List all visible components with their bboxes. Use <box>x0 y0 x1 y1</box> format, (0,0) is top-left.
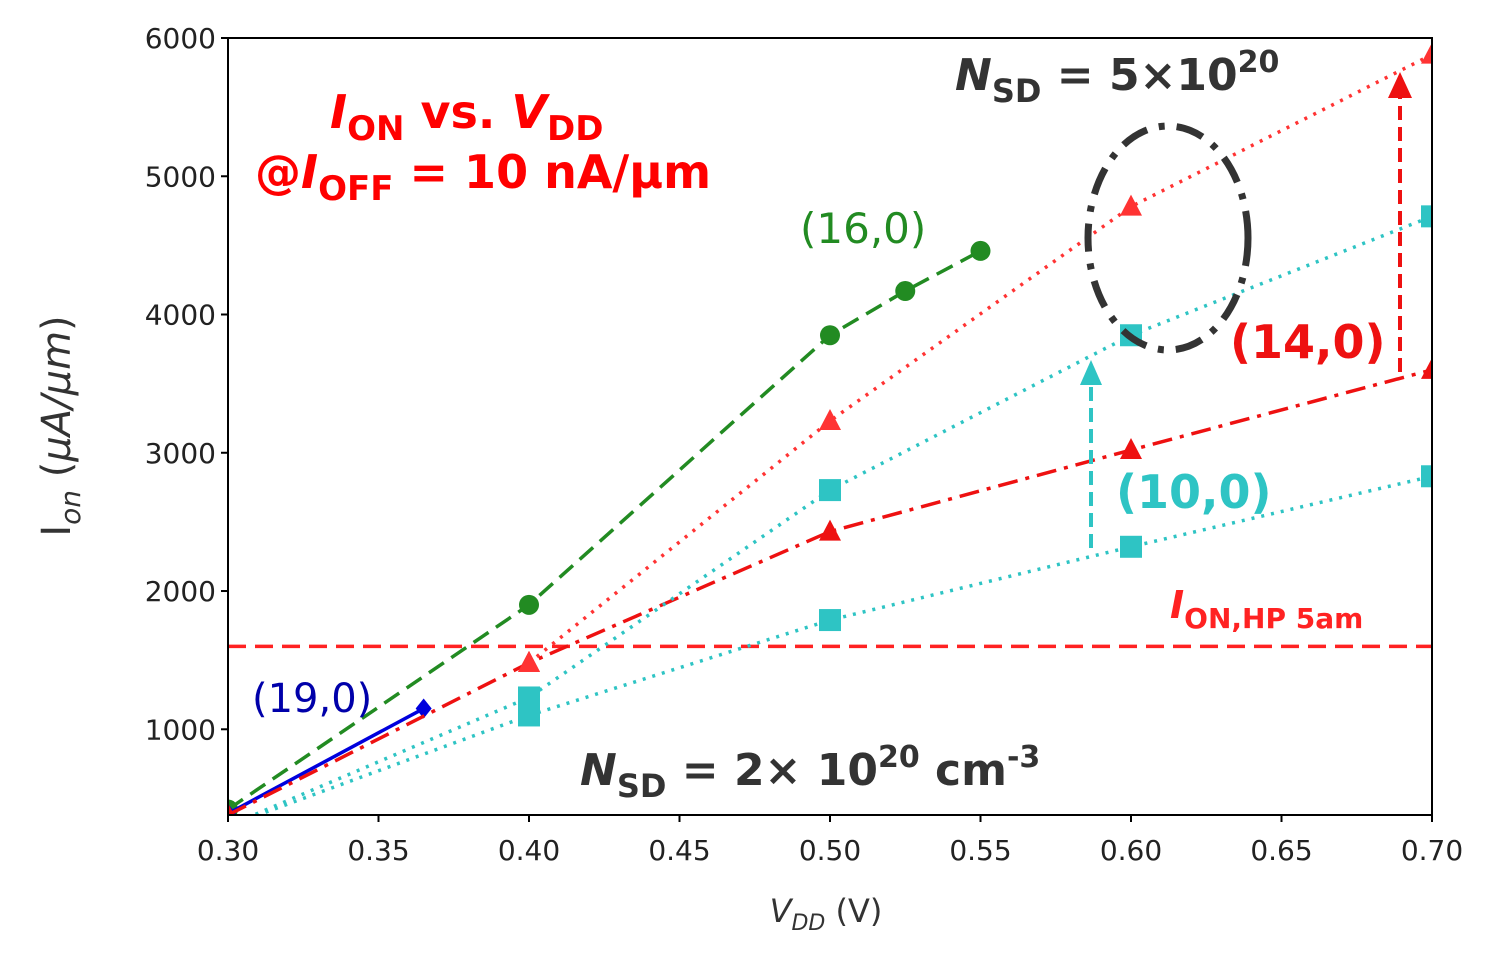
marker <box>1421 465 1432 488</box>
series-line <box>228 368 1432 815</box>
x-axis-label: VDD (V) <box>770 892 883 936</box>
y-tick-label: 1000 <box>145 713 216 746</box>
marker <box>518 650 540 672</box>
y-label-part: ) <box>34 315 80 331</box>
x-tick-label: 0.65 <box>1250 834 1312 867</box>
marker <box>819 519 841 541</box>
nsd-sub: SD <box>617 767 667 805</box>
y-tick-label: 4000 <box>145 299 216 332</box>
title-part: V <box>511 85 550 139</box>
subtitle-part: = 10 nA/μm <box>393 145 711 199</box>
title: ION vs. VDD <box>330 85 603 149</box>
title-sub: DD <box>547 109 603 149</box>
plot-area <box>228 42 1432 815</box>
series-line <box>228 707 425 815</box>
nsd-label: NSD = 2× 1020 cm-3 <box>580 740 1040 805</box>
reference-sub: ON,HP 5am <box>1184 602 1363 635</box>
series-line <box>228 249 982 811</box>
nsd-part: = 2× 10 <box>666 745 878 796</box>
nsd-sup: 20 <box>1238 45 1280 80</box>
reference-label: ION,HP 5am <box>1170 583 1363 635</box>
subtitle: @IOFF = 10 nA/μm <box>255 145 711 209</box>
x-tick-label: 0.40 <box>498 834 560 867</box>
subtitle-part: @ <box>255 145 301 199</box>
title-part: I <box>330 85 347 139</box>
marker <box>228 803 235 815</box>
marker <box>820 325 840 346</box>
curve-label: (14,0) <box>1230 315 1386 369</box>
arrow-head <box>1388 72 1412 98</box>
marker <box>1421 357 1432 379</box>
nsd-part: = 5×10 <box>1041 50 1237 101</box>
nsd-sub: SD <box>992 72 1042 110</box>
curve-label: (19,0) <box>252 676 372 722</box>
y-label-part: μA/μm <box>34 331 80 463</box>
title-part: vs. <box>404 85 511 139</box>
x-tick-label: 0.60 <box>1100 834 1162 867</box>
highlight-ellipse <box>1084 122 1252 354</box>
nsd-label: NSD = 5×1020 <box>955 45 1279 110</box>
marker <box>1421 42 1432 64</box>
x-label-sub: DD <box>791 911 825 936</box>
marker <box>819 609 841 632</box>
x-label-part: (V) <box>825 892 882 930</box>
marker <box>415 698 432 719</box>
subtitle-sub: OFF <box>318 169 393 209</box>
x-tick-label: 0.45 <box>648 834 710 867</box>
nsd-part: N <box>955 50 992 101</box>
y-tick-label: 6000 <box>145 22 216 55</box>
series-line <box>527 53 1432 665</box>
marker <box>1120 438 1142 460</box>
x-tick-label: 0.70 <box>1401 834 1463 867</box>
marker <box>518 704 540 727</box>
y-tick-label: 2000 <box>145 575 216 608</box>
y-label-part: ( <box>34 462 80 490</box>
y-axis-label: Ion (μA/μm) <box>34 315 87 536</box>
x-tick-label: 0.50 <box>799 834 861 867</box>
marker <box>895 281 916 302</box>
y-tick-label: 5000 <box>145 160 216 193</box>
x-tick-label: 0.30 <box>197 834 259 867</box>
nsd-part: cm <box>920 745 1007 796</box>
curve-label: (16,0) <box>800 204 926 253</box>
marker <box>1120 194 1142 216</box>
marker <box>519 594 539 615</box>
y-label-sub: on <box>54 490 87 525</box>
x-tick-label: 0.55 <box>949 834 1011 867</box>
y-tick-label: 3000 <box>145 437 216 470</box>
subtitle-part: I <box>301 145 318 199</box>
nsd-sup: 20 <box>878 740 920 775</box>
marker <box>819 408 841 430</box>
x-label-part: V <box>770 892 794 930</box>
marker <box>1120 535 1142 558</box>
title-sub: ON <box>347 109 404 149</box>
marker <box>819 479 841 502</box>
curve-label: (10,0) <box>1116 465 1272 519</box>
nsd-sup: -3 <box>1007 740 1040 775</box>
nsd-part: N <box>580 745 617 796</box>
marker <box>518 686 540 709</box>
arrow-head <box>1080 360 1102 385</box>
x-tick-label: 0.35 <box>347 834 409 867</box>
reference-part: I <box>1170 583 1184 627</box>
marker <box>970 240 991 261</box>
marker <box>1421 205 1432 228</box>
y-label-part: I <box>34 525 80 537</box>
